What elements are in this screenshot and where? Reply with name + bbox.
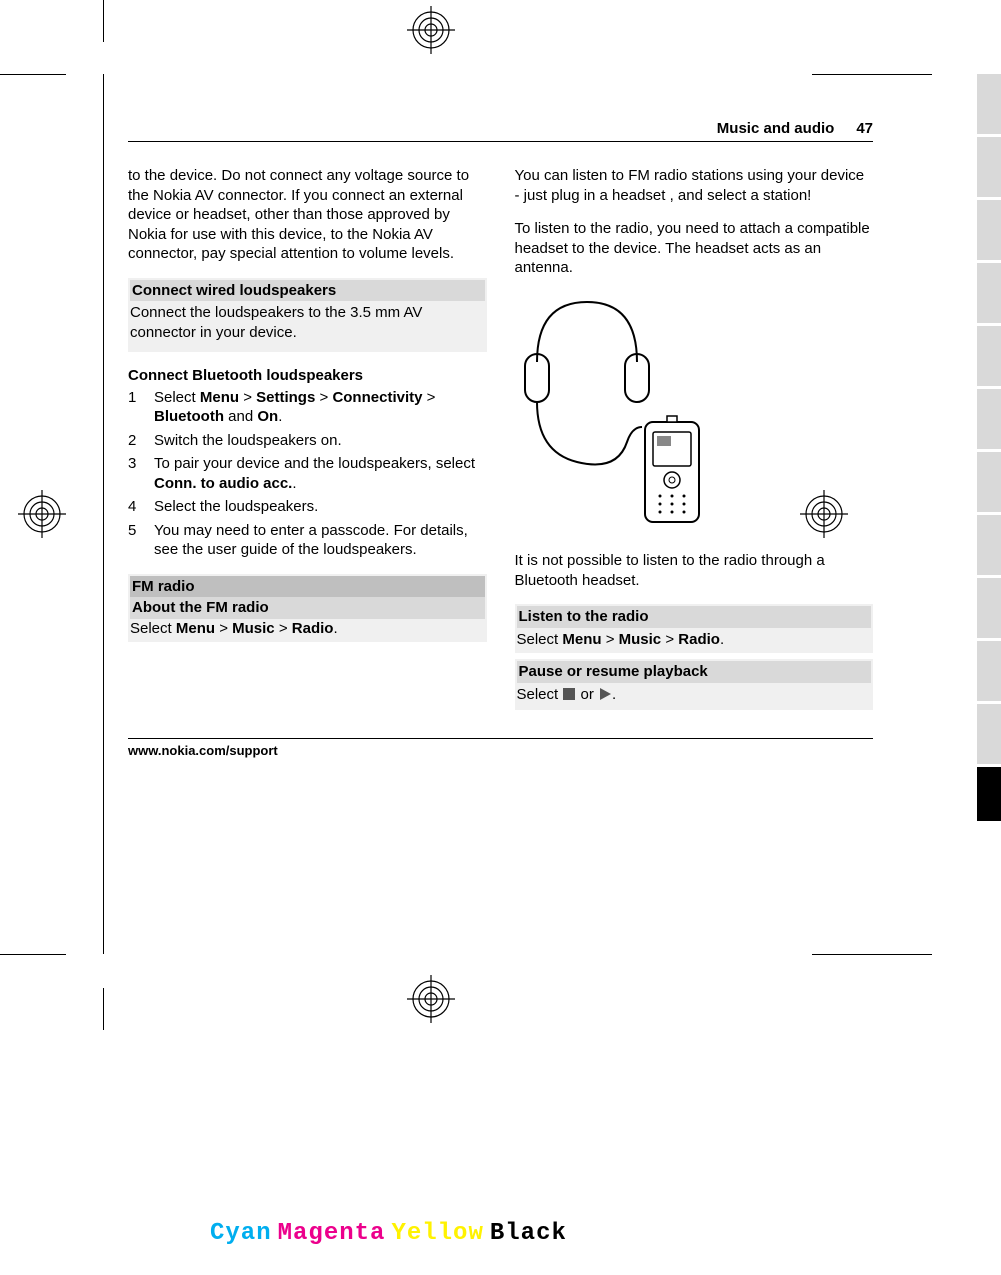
- side-tab: [977, 641, 1001, 701]
- footer-rule: [128, 738, 873, 739]
- registration-mark-icon: [407, 975, 455, 1028]
- color-registration-strip: CyanMagentaYellow Black: [210, 1220, 573, 1247]
- header-rule: [128, 141, 873, 142]
- crop-mark: [103, 988, 104, 1030]
- body-text: You can listen to FM radio stations usin…: [515, 166, 874, 205]
- crop-mark: [0, 74, 66, 75]
- section-heading: Connect wired loudspeakers: [130, 280, 485, 302]
- section-heading: FM radio: [130, 576, 485, 598]
- side-tab: [977, 326, 1001, 386]
- section-block: Listen to the radio Select Menu > Music …: [515, 604, 874, 653]
- running-header: Music and audio 47: [128, 120, 873, 141]
- numbered-list: 1Select Menu > Settings > Connectivity >…: [128, 388, 487, 560]
- side-tabs: [977, 74, 1001, 824]
- body-text: To listen to the radio, you need to atta…: [515, 219, 874, 278]
- black-label: Black: [490, 1220, 567, 1247]
- crop-mark: [812, 954, 932, 955]
- crop-mark: [103, 0, 104, 42]
- registration-mark-icon: [18, 490, 66, 543]
- headset-phone-illustration: [517, 292, 874, 538]
- body-text: to the device. Do not connect any voltag…: [128, 166, 487, 264]
- sub-heading: About the FM radio: [130, 597, 485, 619]
- page-content: Music and audio 47 to the device. Do not…: [128, 120, 873, 870]
- side-tab: [977, 452, 1001, 512]
- section-heading: Pause or resume playback: [517, 661, 872, 683]
- side-tab: [977, 200, 1001, 260]
- list-item: 4Select the loudspeakers.: [128, 497, 487, 517]
- magenta-label: Magenta: [278, 1220, 386, 1247]
- list-item: 1Select Menu > Settings > Connectivity >…: [128, 388, 487, 427]
- list-item: 2Switch the loudspeakers on.: [128, 431, 487, 451]
- section-block: Pause or resume playback Select or .: [515, 659, 874, 710]
- play-icon: [598, 687, 612, 707]
- side-tab: [977, 704, 1001, 764]
- section-block: FM radio About the FM radio Select Menu …: [128, 574, 487, 643]
- body-text: Select Menu > Music > Radio.: [517, 631, 725, 648]
- list-item: 3To pair your device and the loudspeaker…: [128, 454, 487, 493]
- crop-mark: [812, 74, 932, 75]
- crop-mark: [0, 954, 66, 955]
- stop-icon: [562, 687, 576, 707]
- body-text: Select Menu > Music > Radio.: [130, 620, 338, 637]
- side-tab: [977, 767, 1001, 821]
- crop-mark: [103, 74, 104, 954]
- side-tab: [977, 515, 1001, 575]
- left-column: to the device. Do not connect any voltag…: [128, 166, 487, 724]
- side-tab: [977, 74, 1001, 134]
- footer-url: www.nokia.com/support: [128, 743, 873, 758]
- section-heading: Connect Bluetooth loudspeakers: [128, 366, 487, 386]
- side-tab: [977, 578, 1001, 638]
- section-heading: Listen to the radio: [517, 606, 872, 628]
- section-block: Connect wired loudspeakers Connect the l…: [128, 278, 487, 353]
- yellow-label: Yellow: [391, 1220, 483, 1247]
- header-page: 47: [856, 120, 873, 137]
- side-tab: [977, 263, 1001, 323]
- list-item: 5You may need to enter a passcode. For d…: [128, 521, 487, 560]
- body-text: Connect the loudspeakers to the 3.5 mm A…: [130, 304, 422, 341]
- side-tab: [977, 137, 1001, 197]
- body-text: Select or .: [517, 686, 617, 703]
- side-tab: [977, 389, 1001, 449]
- header-section: Music and audio: [717, 120, 835, 137]
- right-column: You can listen to FM radio stations usin…: [515, 166, 874, 724]
- registration-mark-icon: [407, 6, 455, 59]
- cyan-label: Cyan: [210, 1220, 272, 1247]
- body-text: It is not possible to listen to the radi…: [515, 551, 874, 590]
